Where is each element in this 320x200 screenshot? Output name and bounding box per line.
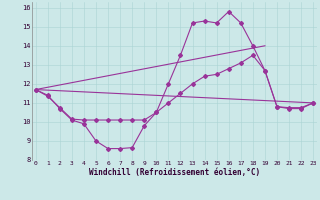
X-axis label: Windchill (Refroidissement éolien,°C): Windchill (Refroidissement éolien,°C) [89, 168, 260, 177]
